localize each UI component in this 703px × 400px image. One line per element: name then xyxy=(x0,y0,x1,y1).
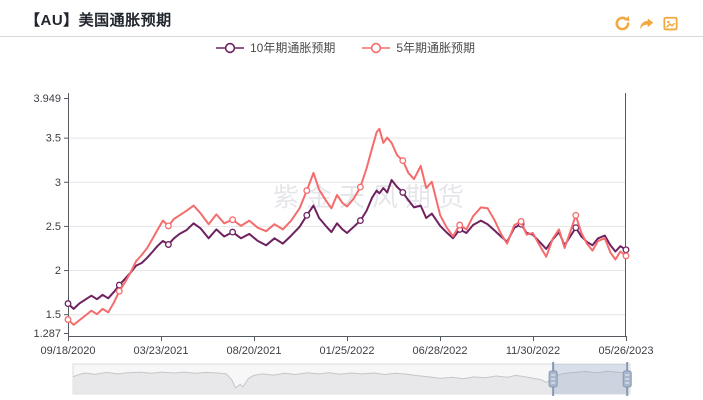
refresh-icon[interactable] xyxy=(614,15,631,32)
data-point-marker xyxy=(229,216,237,224)
data-point-marker xyxy=(399,188,407,196)
navigator-window[interactable] xyxy=(553,364,628,394)
share-icon[interactable] xyxy=(638,15,655,32)
legend-marker-5y-icon xyxy=(362,42,391,53)
axes xyxy=(64,93,627,341)
header: 【AU】美国通胀预期 xyxy=(0,0,703,37)
data-point-marker xyxy=(356,183,364,191)
grid-lines xyxy=(68,137,626,316)
x-tick-label: 11/30/2022 xyxy=(506,345,560,357)
data-point-marker xyxy=(164,222,172,230)
navigator-handle-right[interactable] xyxy=(622,362,632,396)
data-point-marker xyxy=(622,252,630,260)
x-tick-label: 05/26/2023 xyxy=(598,345,653,357)
y-tick-label: 3.5 xyxy=(46,133,61,145)
legend-item-10y[interactable]: 10年期通胀预期 xyxy=(215,39,335,56)
x-tick-label: 01/25/2022 xyxy=(319,345,374,357)
page-title: 【AU】美国通胀预期 xyxy=(25,12,172,29)
data-point-marker xyxy=(399,157,407,165)
data-point-marker xyxy=(356,217,364,225)
chart-legend: 10年期通胀预期 5年期通胀预期 xyxy=(0,39,690,56)
legend-label-10y: 10年期通胀预期 xyxy=(249,41,336,55)
y-tick-label: 3.949 xyxy=(33,93,61,105)
x-tick-label: 08/20/2021 xyxy=(226,345,281,357)
data-point-marker xyxy=(229,228,237,236)
x-tick-label: 03/23/2021 xyxy=(133,345,188,357)
data-point-marker xyxy=(517,218,525,225)
legend-marker-10y-icon xyxy=(215,42,244,53)
y-tick-label: 1.287 xyxy=(33,328,61,340)
toolbar xyxy=(614,15,679,32)
data-point-marker xyxy=(64,300,72,308)
y-tick-label: 3 xyxy=(55,177,61,189)
data-point-marker xyxy=(303,187,311,195)
y-tick-label: 2 xyxy=(55,265,61,277)
series-5y-line xyxy=(64,127,630,326)
legend-item-5y[interactable]: 5年期通胀预期 xyxy=(361,39,475,56)
data-point-marker xyxy=(456,221,464,229)
x-tick-label: 06/28/2022 xyxy=(412,345,467,357)
data-point-marker xyxy=(164,241,172,248)
data-point-marker xyxy=(115,287,123,295)
data-point-marker xyxy=(303,211,311,219)
data-point-marker xyxy=(572,224,580,232)
y-tick-label: 1.5 xyxy=(46,309,61,321)
plot-hover-area[interactable] xyxy=(68,90,626,336)
y-tick-label: 2.5 xyxy=(46,221,61,233)
x-tick-label: 09/18/2020 xyxy=(40,345,95,357)
legend-label-5y: 5年期通胀预期 xyxy=(396,41,476,55)
save-image-icon[interactable] xyxy=(662,15,679,32)
data-point-marker xyxy=(64,316,72,323)
data-point-marker xyxy=(572,211,580,219)
navigator-handle-left[interactable] xyxy=(548,362,558,396)
navigator-mini-line xyxy=(72,370,631,389)
